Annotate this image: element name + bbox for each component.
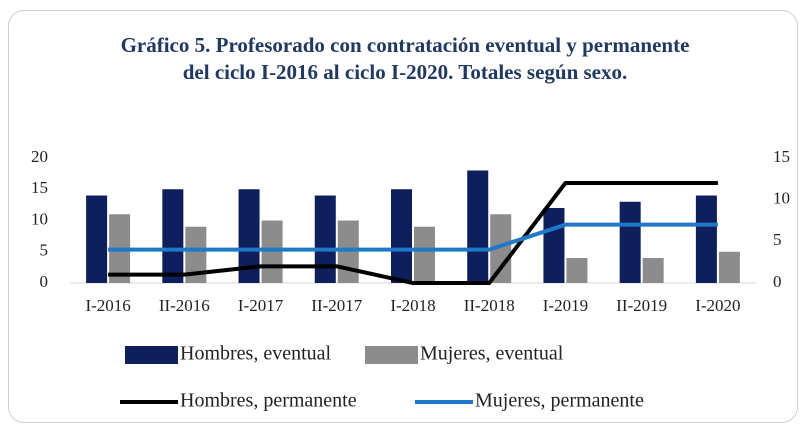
x-tick-label: I-2020 — [695, 296, 740, 315]
bar — [261, 220, 283, 283]
bar — [337, 220, 359, 283]
y-tick-label: 5 — [40, 241, 49, 260]
bar — [543, 208, 565, 283]
bar — [619, 201, 641, 283]
bar — [391, 189, 412, 283]
chart-card — [8, 10, 798, 423]
legend-swatch — [365, 346, 418, 364]
line — [108, 222, 718, 252]
bar — [162, 189, 184, 283]
line — [108, 181, 718, 285]
y-tick-label: 0 — [40, 272, 49, 291]
bar — [490, 214, 512, 283]
bar — [718, 251, 740, 283]
legend-label: Mujeres, eventual — [420, 343, 564, 365]
y2-tick-label: 5 — [773, 230, 782, 249]
bar — [695, 195, 717, 283]
y-tick-label: 15 — [31, 178, 48, 197]
x-tick-label: II-2019 — [616, 296, 667, 315]
x-tick-label: II-2018 — [464, 296, 515, 315]
legend-label: Hombres, eventual — [180, 343, 332, 365]
legend-label: Hombres, permanente — [180, 390, 357, 412]
bar — [86, 195, 108, 283]
y-tick-label: 10 — [31, 209, 48, 228]
legend-label: Mujeres, permanente — [475, 390, 644, 412]
y2-tick-label: 10 — [773, 189, 790, 208]
bar — [414, 226, 435, 283]
bar — [566, 258, 588, 283]
x-tick-label: II-2017 — [311, 296, 362, 315]
legend-swatch — [125, 346, 178, 364]
x-tick-label: I-2019 — [543, 296, 588, 315]
bar — [314, 195, 336, 283]
y2-tick-label: 0 — [773, 272, 782, 291]
bar — [642, 258, 664, 283]
bar — [185, 226, 207, 283]
x-tick-label: I-2017 — [238, 296, 284, 315]
x-tick-label: I-2016 — [85, 296, 130, 315]
chart-title: Gráfico 5. Profesorado con contratación … — [120, 33, 690, 84]
bar — [467, 170, 489, 283]
y2-tick-label: 15 — [773, 147, 790, 166]
x-tick-label: I-2018 — [390, 296, 435, 315]
y-tick-label: 20 — [31, 147, 48, 166]
x-tick-label: II-2016 — [159, 296, 210, 315]
bar — [238, 189, 260, 283]
